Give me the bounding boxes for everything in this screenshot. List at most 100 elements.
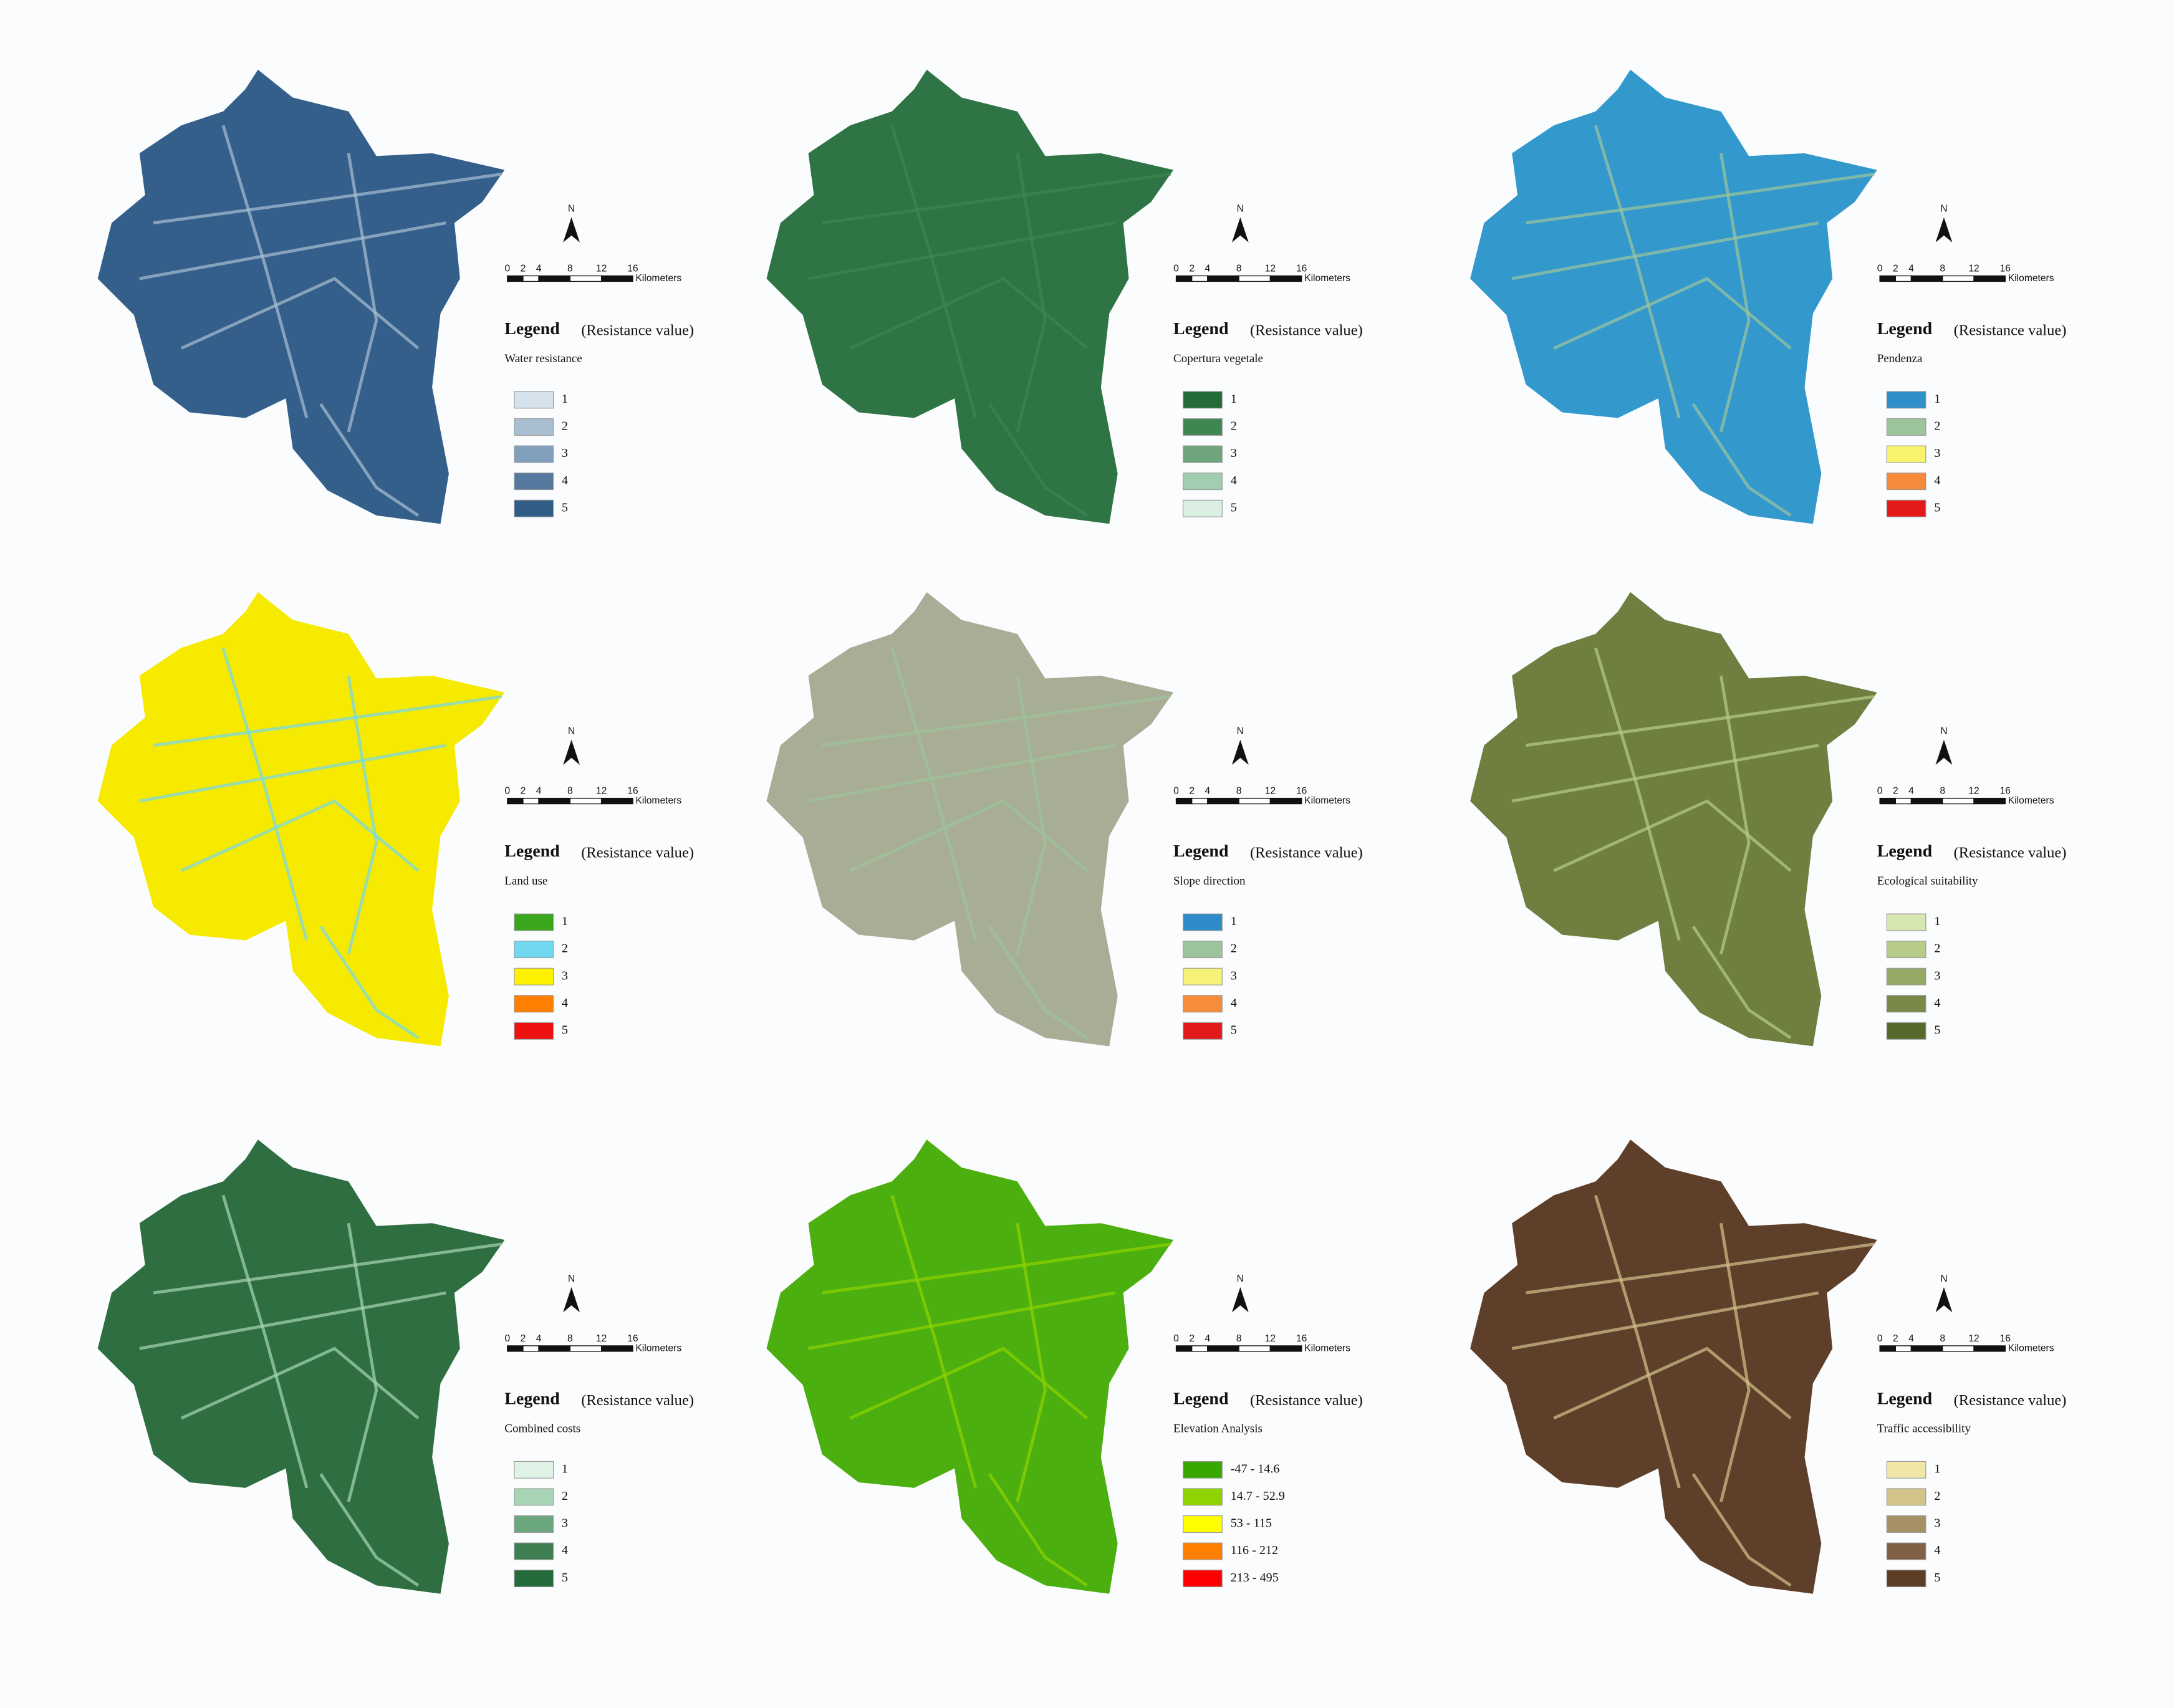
map-texture bbox=[1511, 221, 1819, 281]
scale-tick-label: 2 bbox=[1189, 1333, 1195, 1344]
scale-segment bbox=[1895, 275, 1912, 282]
scale-segment bbox=[1910, 1345, 1943, 1352]
legend-swatch bbox=[1886, 391, 1926, 409]
map-texture bbox=[890, 1194, 978, 1489]
map-texture bbox=[1691, 403, 1792, 517]
scale-segment bbox=[1895, 1345, 1912, 1352]
legend-label: 2 bbox=[562, 942, 568, 956]
legend-swatch bbox=[514, 1570, 554, 1588]
scale-segment bbox=[507, 1345, 524, 1352]
scale-segment bbox=[522, 797, 539, 805]
legend-label: 4 bbox=[1231, 474, 1237, 487]
map-panel bbox=[1470, 1139, 1877, 1594]
legend-swatch bbox=[1886, 941, 1926, 959]
scale-tick-label: 2 bbox=[1189, 786, 1195, 797]
legend-note: (Resistance value) bbox=[1250, 1392, 1363, 1409]
legend-swatch bbox=[1886, 1570, 1926, 1588]
map-texture bbox=[822, 695, 1171, 747]
legend-label: 1 bbox=[1934, 392, 1940, 406]
legend-swatch bbox=[514, 1461, 554, 1479]
scale-segment bbox=[507, 275, 524, 282]
scale-tick-label: 2 bbox=[1893, 786, 1898, 797]
legend-label: 5 bbox=[562, 1023, 568, 1037]
north-label: N bbox=[568, 203, 575, 214]
scale-tick-label: 2 bbox=[521, 786, 526, 797]
map-texture bbox=[988, 1473, 1088, 1587]
legend-label: 4 bbox=[562, 1543, 568, 1557]
legend-label: -47 - 14.6 bbox=[1231, 1462, 1280, 1475]
legend-heading: Legend bbox=[504, 1389, 560, 1408]
scale-segment bbox=[1942, 797, 1974, 805]
scale-tick-label: 16 bbox=[1296, 786, 1307, 797]
scale-tick-label: 8 bbox=[1236, 786, 1242, 797]
scale-tick-label: 0 bbox=[1173, 263, 1179, 274]
scale-tick-label: 0 bbox=[1877, 786, 1883, 797]
map-texture bbox=[808, 744, 1115, 803]
scale-segment bbox=[569, 275, 602, 282]
map-area bbox=[97, 592, 505, 1047]
legend-label: 2 bbox=[562, 1489, 568, 1503]
legend-label: 3 bbox=[1231, 969, 1237, 982]
scale-segment bbox=[1238, 275, 1271, 282]
map-texture bbox=[1511, 744, 1819, 803]
legend-swatch bbox=[1183, 418, 1223, 436]
legend-heading: Legend bbox=[1173, 842, 1229, 861]
legend-label: 4 bbox=[1231, 996, 1237, 1010]
scale-tick-label: 16 bbox=[2000, 786, 2011, 797]
scale-segment bbox=[1973, 275, 2006, 282]
legend-swatch bbox=[514, 941, 554, 959]
scale-segment bbox=[600, 275, 633, 282]
scale-tick-label: 8 bbox=[1940, 263, 1945, 274]
north-arrow bbox=[1231, 217, 1249, 242]
scale-unit: Kilometers bbox=[635, 273, 681, 284]
scale-tick-label: 0 bbox=[1173, 1333, 1179, 1344]
scale-segment bbox=[1238, 1345, 1271, 1352]
map-texture bbox=[1511, 1291, 1819, 1350]
legend-swatch bbox=[1886, 1461, 1926, 1479]
scale-tick-label: 2 bbox=[521, 263, 526, 274]
legend-swatch bbox=[1886, 1515, 1926, 1533]
legend-label: 4 bbox=[1934, 1543, 1940, 1557]
north-label: N bbox=[1237, 726, 1244, 736]
legend-swatch bbox=[1183, 941, 1223, 959]
map-panel bbox=[766, 69, 1174, 524]
legend-swatch bbox=[1183, 1461, 1223, 1479]
legend-swatch bbox=[514, 913, 554, 931]
map-texture bbox=[153, 1242, 503, 1295]
scale-unit: Kilometers bbox=[1304, 1343, 1350, 1354]
scale-segment bbox=[1879, 275, 1896, 282]
scale-tick-label: 16 bbox=[1296, 1333, 1307, 1344]
scale-segment bbox=[1175, 275, 1193, 282]
scale-tick-label: 0 bbox=[1877, 1333, 1883, 1344]
scale-tick-label: 4 bbox=[536, 263, 542, 274]
map-texture bbox=[988, 403, 1088, 517]
map-panel bbox=[97, 592, 505, 1047]
legend-label: 2 bbox=[1934, 1489, 1940, 1503]
north-arrow bbox=[563, 739, 580, 765]
map-texture bbox=[139, 1291, 446, 1350]
scale-tick-label: 2 bbox=[1893, 1333, 1898, 1344]
map-texture bbox=[347, 153, 378, 433]
legend-label: 213 - 495 bbox=[1231, 1571, 1279, 1585]
scale-tick-label: 4 bbox=[1908, 786, 1914, 797]
map-texture bbox=[347, 675, 378, 955]
map-area bbox=[97, 69, 505, 524]
map-panel bbox=[766, 1139, 1174, 1594]
legend-swatch bbox=[1183, 445, 1223, 463]
map-panel bbox=[1470, 592, 1877, 1047]
layer-title: Traffic accessibility bbox=[1877, 1422, 1971, 1435]
scale-segment bbox=[569, 1345, 602, 1352]
scale-tick-label: 16 bbox=[2000, 263, 2011, 274]
scale-tick-label: 2 bbox=[521, 1333, 526, 1344]
legend-label: 1 bbox=[1934, 914, 1940, 928]
map-texture bbox=[1526, 172, 1875, 225]
north-arrow bbox=[1935, 739, 1953, 765]
legend-label: 1 bbox=[1231, 392, 1237, 406]
map-texture bbox=[822, 172, 1171, 225]
legend-label: 5 bbox=[1934, 501, 1940, 514]
map-texture bbox=[221, 647, 309, 941]
scale-segment bbox=[1269, 1345, 1302, 1352]
legend-note: (Resistance value) bbox=[1250, 845, 1363, 861]
scale-tick-label: 4 bbox=[1205, 263, 1210, 274]
legend-label: 4 bbox=[562, 996, 568, 1010]
